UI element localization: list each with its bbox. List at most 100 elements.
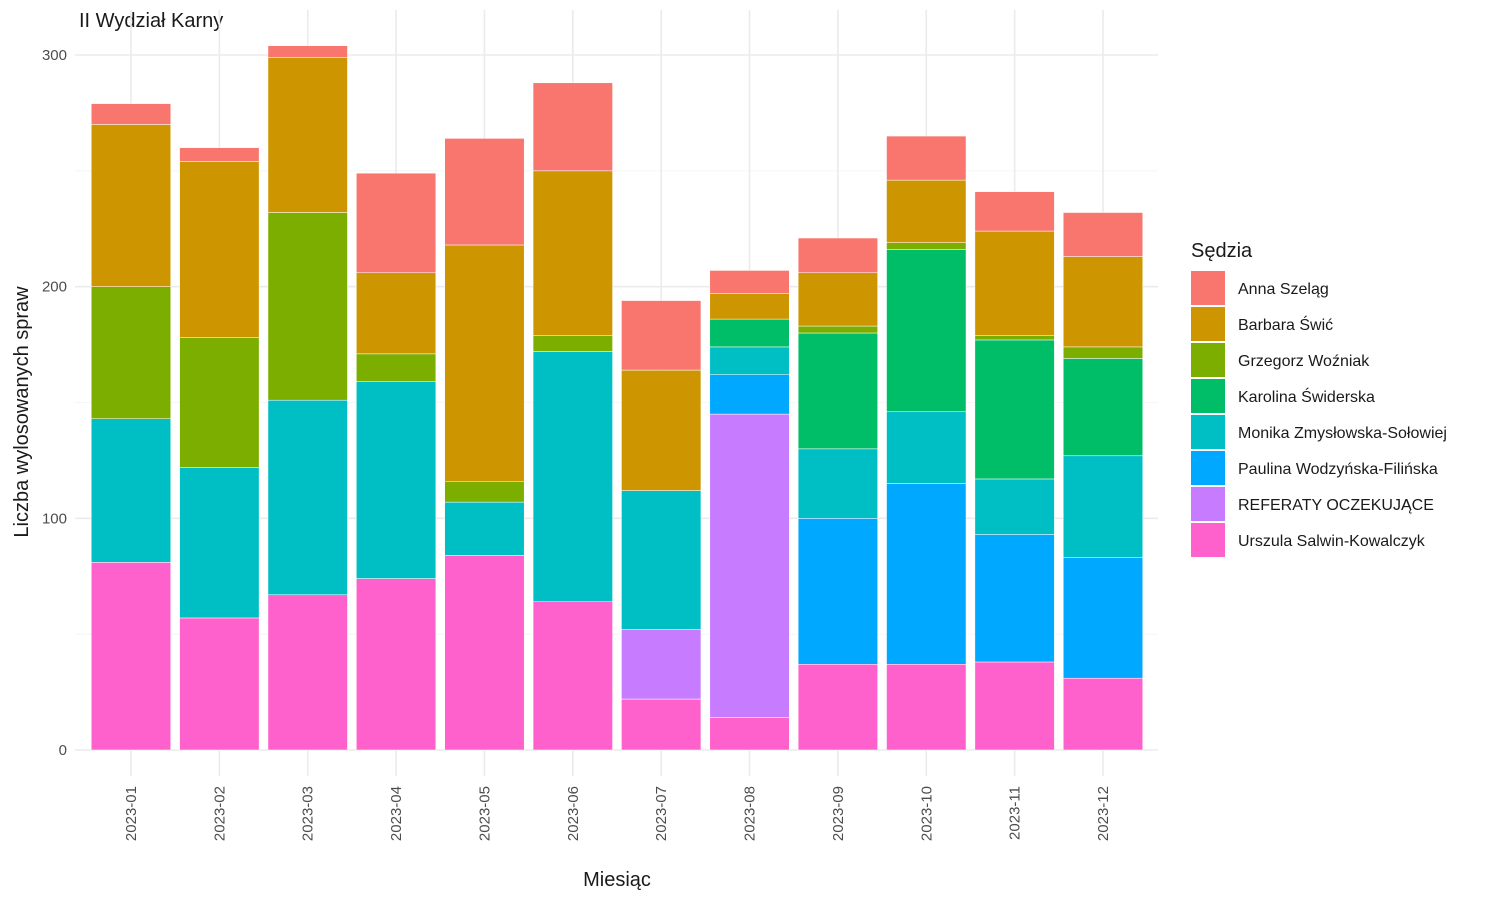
legend-label: Urszula Salwin-Kowalczyk (1238, 533, 1426, 550)
bar-segment (797, 664, 878, 751)
y-tick-label: 0 (59, 742, 67, 759)
bar-segment (709, 293, 790, 320)
bar-segment (1063, 455, 1143, 558)
bar-segment (886, 249, 967, 413)
x-tick-label: 2023-01 (123, 786, 140, 841)
bar-segment (1063, 557, 1143, 679)
bar-segment (179, 337, 260, 468)
x-tick-label: 2023-03 (300, 786, 317, 841)
bar-segment (974, 230, 1055, 336)
legend-title: Sędzia (1191, 240, 1253, 262)
bar-segment (179, 147, 260, 162)
bar-segment (444, 244, 525, 482)
bar-segment (797, 332, 878, 450)
legend-label: REFERATY OCZEKUJĄCE (1238, 497, 1434, 514)
x-tick-label: 2023-11 (1007, 786, 1024, 840)
bar-segment (532, 335, 613, 352)
bar-segment (532, 82, 613, 172)
bar-segment (267, 399, 348, 596)
x-tick-label: 2023-06 (565, 786, 582, 841)
bar-segment (444, 501, 525, 556)
bar-segment (797, 518, 878, 665)
legend-label: Karolina Świderska (1238, 387, 1375, 406)
legend: Sędzia Anna Szeląg Barbara Świć Grzegorz W… (1191, 240, 1447, 557)
bar-segment (974, 339, 1055, 480)
bar-segment (267, 594, 348, 751)
bar-segment (444, 481, 525, 503)
bar-segment (709, 717, 790, 751)
bar-segment (886, 179, 967, 243)
x-axis-title: Miesiąc (583, 869, 651, 891)
bar-segment (532, 170, 613, 336)
bar-segment (91, 103, 171, 125)
bar-segment (709, 374, 790, 415)
bar-segment (974, 191, 1055, 232)
x-tick-label: 2023-08 (742, 786, 759, 841)
legend-label: Barbara Świć (1238, 315, 1333, 334)
legend-swatch (1191, 379, 1225, 413)
legend-swatch (1191, 451, 1225, 485)
legend-label: Paulina Wodzyńska-Filińska (1238, 461, 1438, 478)
bar-segment (179, 161, 260, 338)
bar-segment (974, 534, 1055, 663)
bar-segment (444, 555, 525, 751)
bar-segment (179, 617, 260, 751)
bar-segment (267, 45, 348, 58)
x-tick-label: 2023-07 (653, 786, 670, 841)
bar-segment (532, 601, 613, 751)
bar-segment (974, 335, 1055, 341)
bar-segment (886, 664, 967, 751)
bar-segment (91, 124, 171, 287)
y-axis-ticks: 0 100 200 300 (42, 47, 67, 759)
x-tick-label: 2023-09 (830, 786, 847, 841)
bar-segment (974, 478, 1055, 535)
bar-segment (179, 467, 260, 619)
legend-swatch (1191, 415, 1225, 449)
bar-segment (1063, 358, 1143, 457)
legend-label: Grzegorz Woźniak (1238, 353, 1370, 370)
bar-segment (886, 242, 967, 250)
legend-swatch (1191, 523, 1225, 557)
bar-segment (532, 351, 613, 602)
bar-segment (267, 212, 348, 401)
bar-segment (356, 578, 437, 751)
bar-segment (709, 413, 790, 718)
y-tick-label: 100 (42, 510, 67, 527)
bar-segment (621, 300, 702, 371)
y-tick-label: 200 (42, 279, 67, 296)
bar-segment (709, 318, 790, 348)
bar-segment (356, 381, 437, 579)
bar-segment (797, 448, 878, 519)
bar-segment (91, 418, 171, 563)
bar-segment (1063, 212, 1143, 257)
x-axis-ticks: 2023-01 2023-02 2023-03 2023-04 2023-05 2023-… (123, 786, 1112, 841)
bar-segment (621, 369, 702, 491)
y-tick-label: 300 (42, 47, 67, 64)
bar-segment (621, 698, 702, 751)
x-tick-label: 2023-10 (918, 786, 935, 841)
bar-segment (709, 270, 790, 294)
bar-segment (356, 272, 437, 355)
bar-segment (356, 172, 437, 274)
x-tick-label: 2023-04 (388, 786, 405, 841)
legend-swatch (1191, 271, 1225, 305)
bar-segment (1063, 256, 1143, 348)
bar-segment (621, 490, 702, 630)
legend-label: Monika Zmysłowska-Sołowiej (1238, 425, 1447, 442)
legend-swatch (1191, 307, 1225, 341)
legend-swatch (1191, 343, 1225, 377)
legend-label: Anna Szeląg (1238, 281, 1329, 298)
bar-segment (91, 562, 171, 751)
bar-segment (886, 135, 967, 181)
x-tick-label: 2023-12 (1095, 786, 1112, 841)
chart-title: II Wydział Karny (79, 10, 223, 32)
bar-segment (444, 138, 525, 246)
x-tick-label: 2023-02 (211, 786, 228, 841)
bar-segment (886, 411, 967, 484)
bar-segment (797, 237, 878, 274)
bar-segment (267, 57, 348, 213)
bar-segment (91, 286, 171, 419)
bar-segment (797, 272, 878, 327)
bar-segment (356, 353, 437, 382)
